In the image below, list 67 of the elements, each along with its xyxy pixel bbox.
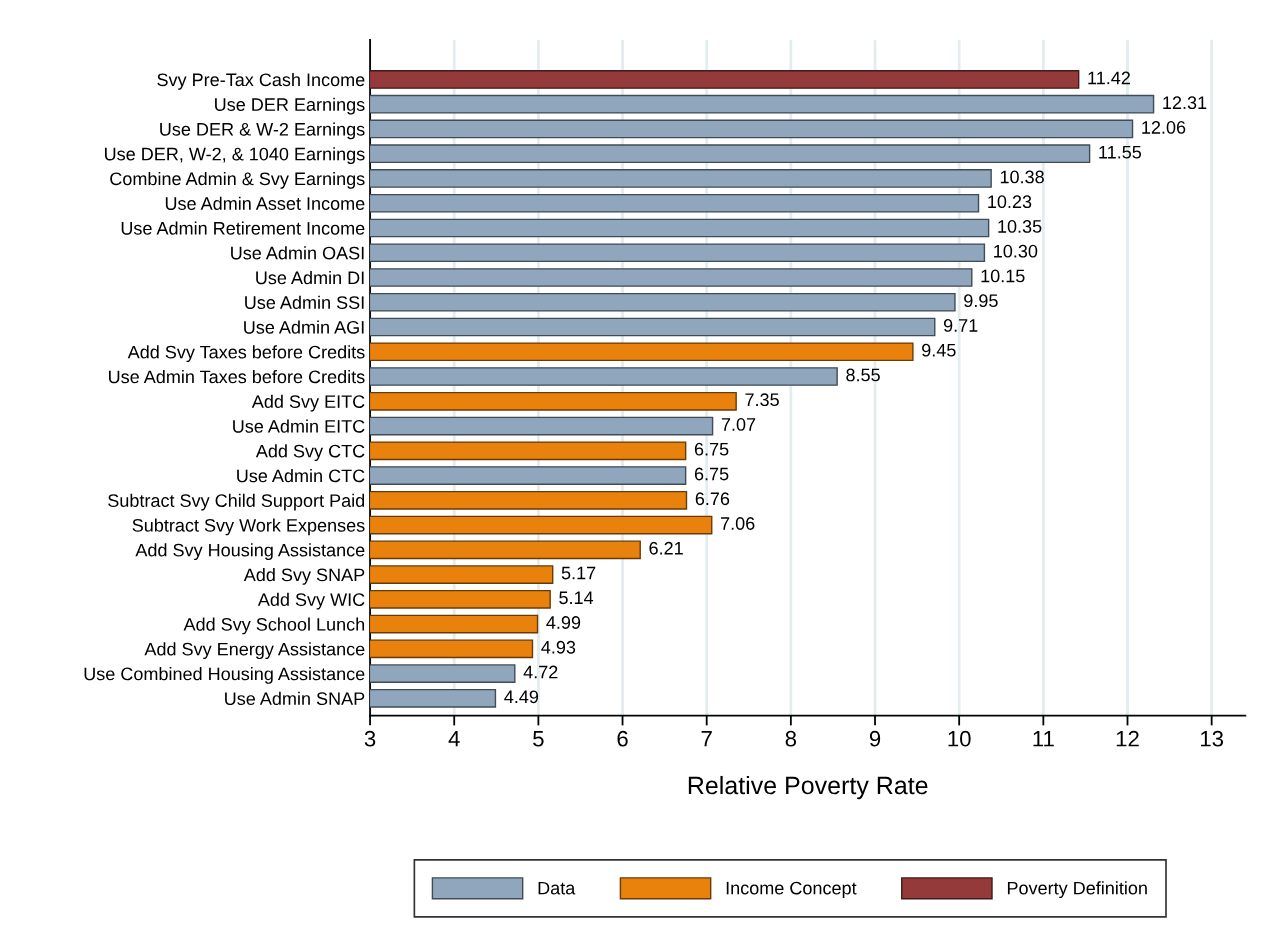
x-axis-title: Relative Poverty Rate bbox=[688, 775, 928, 800]
y-tick-label: Use Combined Housing Assistance bbox=[84, 667, 365, 684]
data-label: 6.75 bbox=[694, 442, 729, 456]
y-tick-label: Add Svy WIC bbox=[257, 592, 365, 610]
y-tick-label: Use Admin CTC bbox=[237, 468, 365, 483]
y-tick-label: Use Admin Taxes before Credits bbox=[109, 369, 365, 384]
x-tick-label: 11 bbox=[1033, 731, 1054, 747]
data-label: 4.72 bbox=[523, 665, 558, 679]
y-tick-label: Use Admin Asset Income bbox=[165, 196, 365, 210]
x-tick-label: 7 bbox=[701, 731, 712, 747]
y-tick-label: Add Svy Housing Assistance bbox=[135, 543, 365, 561]
data-label: 12.06 bbox=[1142, 121, 1186, 134]
y-tick-label: Combine Admin & Svy Earnings bbox=[110, 171, 365, 189]
y-tick-label: Use Admin SNAP bbox=[225, 691, 365, 706]
data-label: 10.30 bbox=[994, 244, 1038, 258]
x-tick-label: 9 bbox=[869, 730, 881, 747]
data-label: 10.23 bbox=[988, 195, 1032, 209]
data-label: 12.31 bbox=[1163, 96, 1207, 110]
data-label: 9.71 bbox=[943, 319, 978, 332]
data-label: 4.49 bbox=[504, 690, 539, 704]
data-label: 10.35 bbox=[998, 220, 1042, 233]
y-tick-label: Use Admin Retirement Income bbox=[121, 221, 365, 235]
y-tick-label: Use Admin DI bbox=[256, 270, 364, 285]
data-label: 9.45 bbox=[922, 343, 956, 357]
y-tick-label: Use DER, W-2, & 1040 Earnings bbox=[105, 147, 365, 165]
y-tick-label: Add Svy CTC bbox=[255, 444, 365, 462]
y-tick-label: Add Svy SNAP bbox=[243, 568, 365, 585]
data-label: 6.75 bbox=[694, 467, 729, 481]
legend-label: Poverty Definition bbox=[1007, 881, 1147, 899]
data-label: 10.15 bbox=[981, 269, 1025, 283]
y-tick-label: Add Svy Energy Assistance bbox=[144, 642, 365, 660]
legend-label: Income Concept bbox=[726, 881, 857, 899]
data-label: 6.76 bbox=[695, 492, 730, 506]
x-tick-label: 12 bbox=[1116, 730, 1139, 747]
y-tick-label: Use DER & W-2 Earnings bbox=[160, 122, 365, 140]
y-tick-label: Subtract Svy Work Expenses bbox=[132, 518, 365, 536]
data-label: 11.42 bbox=[1088, 71, 1130, 85]
x-tick-label: 10 bbox=[948, 730, 971, 747]
data-label: 5.17 bbox=[561, 566, 596, 580]
legend-label: Data bbox=[538, 881, 576, 895]
data-label: 4.93 bbox=[541, 640, 576, 654]
y-tick-label: Add Svy School Lunch bbox=[183, 617, 365, 635]
data-label: 7.35 bbox=[745, 393, 779, 407]
y-tick-label: Subtract Svy Child Support Paid bbox=[108, 493, 365, 511]
data-label: 5.14 bbox=[559, 591, 594, 605]
data-label: 9.95 bbox=[964, 294, 998, 308]
y-tick-label: Svy Pre-Tax Cash Income bbox=[157, 72, 365, 90]
x-tick-label: 4 bbox=[448, 731, 460, 747]
data-label: 7.06 bbox=[721, 517, 755, 530]
x-tick-label: 5 bbox=[533, 731, 544, 747]
y-tick-label: Add Svy Taxes before Credits bbox=[127, 345, 365, 363]
data-label: 6.21 bbox=[649, 541, 683, 555]
y-tick-label: Add Svy EITC bbox=[251, 394, 365, 412]
data-label: 10.38 bbox=[1000, 170, 1044, 184]
y-tick-label: Use Admin OASI bbox=[231, 246, 364, 260]
y-tick-label: Use Admin SSI bbox=[245, 295, 364, 309]
x-tick-label: 3 bbox=[364, 730, 376, 747]
y-tick-label: Use Admin AGI bbox=[244, 320, 364, 334]
data-label: 4.99 bbox=[546, 616, 581, 629]
y-tick-label: Use Admin EITC bbox=[233, 419, 365, 433]
data-label: 7.07 bbox=[721, 418, 756, 431]
data-label: 11.55 bbox=[1099, 145, 1142, 159]
y-tick-label: Use DER Earnings bbox=[215, 97, 365, 115]
data-label: 8.55 bbox=[846, 368, 880, 382]
x-tick-label: 13 bbox=[1200, 730, 1224, 747]
x-tick-label: 6 bbox=[617, 730, 628, 747]
x-tick-label: 8 bbox=[785, 730, 797, 747]
